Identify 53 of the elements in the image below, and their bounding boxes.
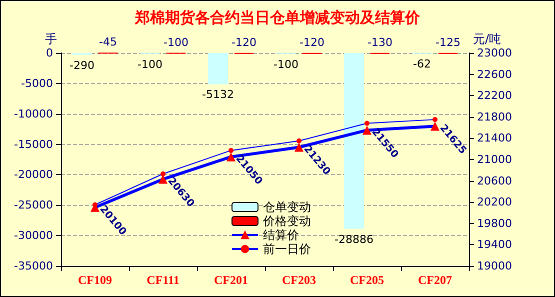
y-tick-label: 0 (46, 46, 53, 60)
data-label: -45 (99, 36, 117, 49)
data-label: -62 (413, 58, 431, 71)
point (160, 171, 166, 176)
y2-tick-label: 22200 (477, 89, 512, 102)
y-axis-title: 手 (45, 32, 57, 46)
legend-label: 结算价 (263, 228, 299, 242)
y-tick-label: -30000 (14, 229, 53, 242)
y2-tick-label: 19800 (477, 216, 512, 230)
data-label: -100 (274, 58, 298, 71)
y2-tick-label: 22600 (477, 68, 512, 81)
data-label: -100 (164, 36, 188, 49)
point (362, 126, 372, 135)
x-tick-label: CF205 (350, 273, 384, 287)
data-label: -100 (138, 58, 162, 71)
y2-tick-label: 21400 (477, 132, 512, 145)
y2-tick-label: 21000 (477, 153, 512, 166)
y2-tick-label: 19400 (477, 238, 512, 252)
point (228, 148, 234, 153)
data-label: -290 (70, 58, 94, 72)
x-tick-label: CF109 (78, 273, 112, 287)
x-tick-label: CF203 (282, 273, 316, 287)
data-label: -28886 (334, 232, 374, 246)
data-label: -125 (436, 36, 460, 49)
x-tick-label: CF207 (418, 273, 452, 287)
x-tick-label: CF201 (214, 273, 248, 287)
y2-tick-label: 20200 (477, 196, 512, 209)
point (296, 138, 302, 144)
point (430, 122, 440, 131)
data-label: -5132 (202, 88, 234, 102)
y-tick-label: -35000 (14, 260, 53, 272)
y-tick-label: -25000 (14, 198, 53, 212)
legend-label: 仓单变动 (263, 200, 311, 214)
data-label: -120 (232, 36, 256, 49)
y2-axis-title: 元/吨 (473, 32, 502, 46)
y-tick-label: -10000 (14, 107, 53, 120)
y-tick-label: -5000 (21, 76, 53, 90)
legend-label: 价格变动 (262, 214, 311, 228)
point (432, 117, 438, 122)
y2-tick-label: 20600 (477, 174, 512, 188)
y-tick-label: -20000 (14, 168, 53, 182)
point (294, 142, 304, 152)
y2-tick-label: 19000 (477, 260, 512, 272)
legend-label: 前一日价 (263, 242, 311, 256)
x-tick-label: CF111 (146, 273, 180, 287)
y-tick-label: -15000 (14, 138, 53, 151)
y2-tick-label: 21800 (477, 110, 512, 124)
data-label: -130 (368, 36, 392, 49)
chart-title: 郑棉期货各合约当日仓单增减变动及结算价 (134, 8, 421, 26)
point (226, 152, 236, 162)
y2-tick-label: 23000 (477, 46, 512, 60)
point (364, 120, 370, 126)
data-label: -120 (300, 36, 324, 49)
